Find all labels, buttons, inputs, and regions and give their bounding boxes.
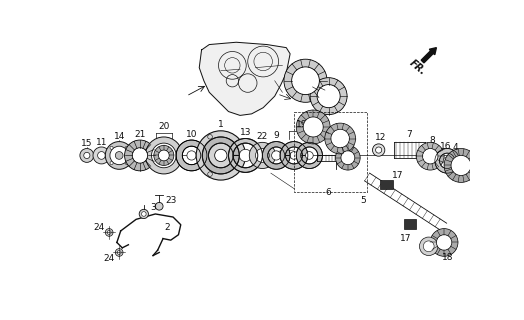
- Circle shape: [422, 148, 438, 164]
- Circle shape: [155, 203, 163, 210]
- Circle shape: [151, 143, 176, 168]
- Text: 1: 1: [218, 120, 224, 129]
- Circle shape: [196, 131, 245, 180]
- Circle shape: [132, 148, 148, 163]
- Circle shape: [443, 157, 451, 165]
- Text: 17: 17: [392, 171, 403, 180]
- Circle shape: [305, 152, 313, 159]
- Circle shape: [115, 249, 123, 256]
- Circle shape: [427, 152, 434, 160]
- Text: 4: 4: [452, 143, 457, 152]
- Circle shape: [420, 237, 438, 256]
- Circle shape: [331, 129, 350, 148]
- Text: 8: 8: [430, 136, 435, 145]
- Circle shape: [125, 162, 128, 164]
- Text: 17: 17: [400, 234, 411, 243]
- Circle shape: [97, 152, 105, 159]
- Circle shape: [303, 117, 323, 137]
- Text: 23: 23: [165, 196, 177, 204]
- Text: 16: 16: [440, 142, 451, 151]
- Polygon shape: [435, 148, 460, 173]
- Circle shape: [105, 228, 113, 236]
- Circle shape: [292, 67, 319, 95]
- Circle shape: [376, 147, 382, 153]
- Circle shape: [145, 137, 182, 174]
- Polygon shape: [280, 141, 308, 169]
- Circle shape: [271, 151, 281, 160]
- Text: 20: 20: [158, 122, 170, 131]
- FancyArrow shape: [421, 48, 436, 63]
- Circle shape: [110, 146, 113, 149]
- Text: 13: 13: [239, 128, 251, 137]
- Text: 21: 21: [134, 130, 146, 139]
- Circle shape: [141, 212, 146, 216]
- Circle shape: [239, 149, 252, 162]
- Circle shape: [139, 209, 148, 219]
- Circle shape: [84, 152, 90, 158]
- Circle shape: [417, 142, 444, 170]
- Circle shape: [115, 152, 123, 159]
- Text: 12: 12: [375, 133, 387, 142]
- Circle shape: [256, 148, 269, 162]
- Circle shape: [215, 149, 227, 162]
- Text: 9: 9: [274, 131, 279, 140]
- Circle shape: [187, 151, 196, 160]
- Circle shape: [284, 59, 327, 102]
- Polygon shape: [199, 42, 290, 116]
- Polygon shape: [176, 140, 207, 171]
- Polygon shape: [202, 137, 239, 174]
- Text: 11: 11: [96, 138, 107, 147]
- Circle shape: [80, 148, 94, 162]
- Polygon shape: [228, 139, 263, 172]
- Text: 22: 22: [257, 132, 268, 141]
- Circle shape: [373, 144, 385, 156]
- Circle shape: [110, 162, 113, 164]
- Text: 7: 7: [407, 130, 412, 139]
- Text: 6: 6: [326, 188, 332, 197]
- Text: 15: 15: [81, 139, 93, 148]
- Circle shape: [158, 150, 169, 161]
- Circle shape: [125, 146, 128, 149]
- Circle shape: [154, 145, 174, 165]
- Circle shape: [451, 156, 471, 175]
- Circle shape: [341, 151, 355, 165]
- Text: 14: 14: [114, 132, 125, 141]
- Circle shape: [136, 152, 144, 159]
- Circle shape: [110, 146, 128, 165]
- Circle shape: [296, 110, 330, 144]
- Circle shape: [107, 230, 111, 234]
- Circle shape: [423, 241, 434, 252]
- Polygon shape: [380, 180, 392, 189]
- Circle shape: [105, 141, 133, 169]
- Polygon shape: [296, 142, 322, 169]
- Circle shape: [317, 84, 340, 108]
- Circle shape: [335, 145, 360, 170]
- Text: 3: 3: [150, 203, 156, 212]
- Circle shape: [456, 161, 466, 170]
- Circle shape: [436, 235, 452, 250]
- Circle shape: [290, 152, 298, 159]
- Circle shape: [444, 148, 478, 182]
- Circle shape: [325, 123, 356, 154]
- Circle shape: [93, 147, 110, 164]
- Text: 2: 2: [164, 222, 170, 232]
- Text: 5: 5: [361, 196, 366, 204]
- Text: 24: 24: [104, 254, 115, 263]
- Circle shape: [430, 228, 458, 256]
- Polygon shape: [404, 219, 417, 229]
- Circle shape: [161, 152, 167, 158]
- Circle shape: [249, 142, 276, 169]
- Circle shape: [310, 78, 347, 115]
- Text: FR.: FR.: [407, 58, 427, 77]
- Text: 19: 19: [296, 120, 308, 129]
- Text: 24: 24: [93, 222, 105, 232]
- Polygon shape: [263, 141, 290, 169]
- Text: 18: 18: [442, 253, 454, 262]
- Circle shape: [125, 140, 155, 171]
- Text: 10: 10: [186, 130, 198, 139]
- Circle shape: [117, 251, 121, 254]
